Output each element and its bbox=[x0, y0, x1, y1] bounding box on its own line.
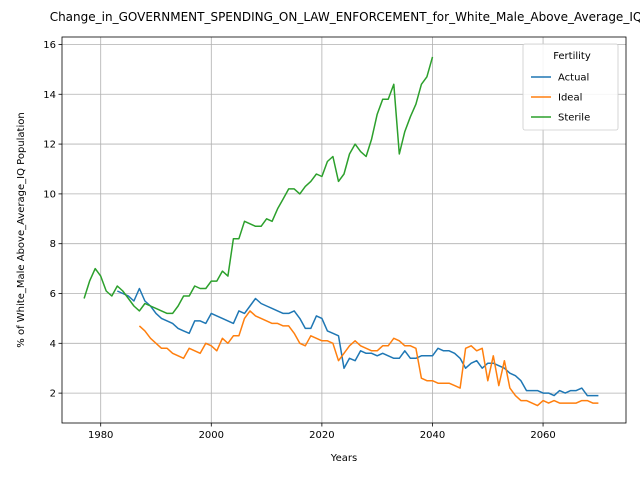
series-line-actual bbox=[116, 287, 599, 397]
x-axis-label: Years bbox=[330, 453, 357, 464]
x-tick-label: 2000 bbox=[199, 430, 224, 441]
y-tick-label: 8 bbox=[50, 239, 56, 250]
y-tick-label: 12 bbox=[43, 140, 56, 151]
y-tick-label: 14 bbox=[43, 90, 56, 101]
series-lines bbox=[83, 56, 599, 407]
legend-title: Fertility bbox=[553, 51, 591, 62]
y-tick-label: 6 bbox=[50, 289, 56, 300]
legend-label-actual: Actual bbox=[558, 73, 589, 84]
y-tick-label: 4 bbox=[50, 339, 56, 350]
series-line-ideal bbox=[138, 310, 599, 407]
legend-label-ideal: Ideal bbox=[558, 93, 582, 104]
ticks: 1980 2000 2020 2040 2060 2 4 6 8 10 12 14 16 bbox=[43, 40, 556, 441]
x-tick-label: 1980 bbox=[88, 430, 113, 441]
series-line-sterile bbox=[83, 56, 434, 315]
legend-box bbox=[522, 43, 619, 131]
x-tick-label: 2020 bbox=[309, 430, 334, 441]
chart-title: Change_in_GOVERNMENT_SPENDING_ON_LAW_ENF… bbox=[50, 10, 640, 24]
x-tick-label: 2060 bbox=[530, 430, 555, 441]
plot-frame bbox=[61, 36, 627, 424]
y-tick-label: 2 bbox=[50, 389, 56, 400]
y-tick-label: 10 bbox=[43, 189, 56, 200]
grid bbox=[62, 37, 626, 423]
legend: Fertility Actual Ideal Sterile bbox=[522, 43, 619, 131]
x-tick-label: 2040 bbox=[420, 430, 445, 441]
y-tick-label: 16 bbox=[43, 40, 56, 51]
y-axis-label: % of White_Male Above_Average_IQ Populat… bbox=[16, 112, 27, 347]
legend-label-sterile: Sterile bbox=[558, 113, 590, 124]
